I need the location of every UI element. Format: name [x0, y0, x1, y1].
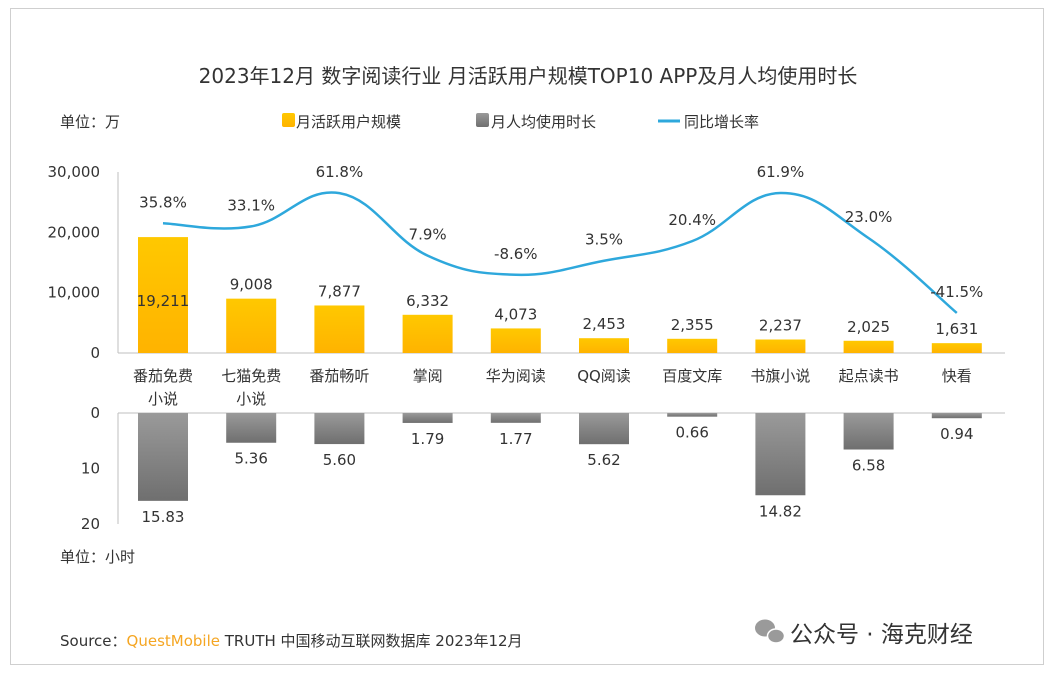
x-tick-label: 书旗小说 [750, 367, 810, 385]
bar-value-label-mau: 6,332 [406, 292, 449, 310]
bar-value-label-duration: 5.36 [234, 450, 267, 468]
bar-mau [314, 305, 365, 353]
growth-rate-label: 20.4% [668, 211, 716, 229]
unit-label-top: 单位：万 [60, 113, 120, 131]
bar-duration [667, 413, 718, 417]
y-tick-label-top: 30,000 [48, 163, 101, 181]
bar-value-label-duration: 15.83 [142, 508, 185, 526]
y-tick-label-bottom: 20 [81, 515, 100, 533]
source-brand: QuestMobile [127, 632, 220, 650]
y-tick-label-top: 20,000 [48, 223, 101, 241]
bar-value-label-mau: 7,877 [318, 282, 361, 300]
watermark-text: 公众号 · 海克财经 [790, 622, 973, 648]
x-tick-label: 番茄畅听 [309, 367, 369, 385]
bar-value-label-duration: 1.77 [499, 430, 532, 448]
legend-label-duration: 月人均使用时长 [491, 113, 596, 131]
legend: 月活跃用户规模 月人均使用时长 同比增长率 [282, 113, 759, 131]
x-tick-label: 快看 [942, 367, 972, 385]
bar-value-label-mau: 9,008 [230, 276, 273, 294]
x-tick-label: 百度文库 [662, 367, 722, 385]
bar-mau [755, 339, 806, 353]
unit-label-bottom: 单位：小时 [60, 548, 135, 566]
bar-mau [138, 237, 188, 353]
growth-rate-label: -41.5% [930, 283, 983, 301]
bar-value-label-duration: 14.82 [759, 502, 802, 520]
bar-value-label-duration: 0.94 [940, 425, 973, 443]
bar-value-label-duration: 5.62 [587, 451, 620, 469]
y-tick-label-top: 0 [90, 344, 100, 362]
bar-duration [402, 413, 453, 423]
source-prefix: Source： [60, 632, 127, 650]
source-note: Source：QuestMobile TRUTH 中国移动互联网数据库 2023… [60, 632, 523, 650]
x-tick-label: 华为阅读 [486, 367, 546, 385]
y-tick-label-top: 10,000 [48, 284, 101, 302]
bar-duration [314, 413, 365, 445]
bar-value-label-mau: 1,631 [935, 320, 978, 338]
bar-value-label-mau: 19,211 [137, 292, 190, 310]
growth-rate-label: 61.9% [757, 163, 805, 181]
wechat-icon [755, 619, 786, 644]
legend-label-growth: 同比增长率 [684, 113, 759, 131]
x-tick-label: 起点读书 [839, 367, 899, 385]
x-tick-label: 番茄免费小说 [133, 367, 193, 408]
bar-value-label-mau: 4,073 [494, 305, 537, 323]
legend-swatch-duration [476, 113, 489, 127]
bar-value-label-mau: 2,355 [671, 316, 714, 334]
growth-rate-label: 33.1% [227, 196, 275, 214]
growth-rate-label: 7.9% [409, 226, 447, 244]
bar-value-label-duration: 5.60 [323, 451, 356, 469]
bar-mau [490, 328, 541, 353]
legend-label-mau: 月活跃用户规模 [296, 113, 401, 131]
bar-mau [579, 338, 629, 353]
growth-rate-label: -8.6% [494, 245, 538, 263]
growth-rate-label: 61.8% [316, 163, 364, 181]
growth-rate-line [162, 191, 958, 314]
bar-duration [843, 413, 894, 450]
bar-mau [402, 314, 453, 353]
y-tick-label-bottom: 10 [81, 460, 100, 478]
bar-mau [931, 343, 982, 353]
x-tick-label: QQ阅读 [577, 367, 631, 385]
bar-value-label-duration: 6.58 [852, 457, 885, 475]
bar-mau [226, 298, 277, 353]
bar-mau [843, 340, 894, 353]
growth-rate-label: 23.0% [845, 208, 893, 226]
bar-value-label-mau: 2,237 [759, 317, 802, 335]
bar-value-label-mau: 2,025 [847, 318, 890, 336]
bar-value-label-mau: 2,453 [583, 315, 626, 333]
bar-value-label-duration: 1.79 [411, 430, 444, 448]
bar-value-label-duration: 0.66 [675, 424, 708, 442]
x-tick-label: 掌阅 [413, 367, 443, 385]
growth-rate-label: 3.5% [585, 231, 623, 249]
bar-duration [226, 413, 277, 443]
growth-rate-label: 35.8% [139, 193, 187, 211]
bar-duration [579, 413, 629, 445]
source-rest: TRUTH 中国移动互联网数据库 2023年12月 [220, 632, 523, 650]
bar-mau [667, 338, 718, 353]
chart-frame [10, 8, 1044, 665]
bar-duration [755, 413, 806, 496]
legend-swatch-mau [282, 113, 295, 127]
bar-duration [490, 413, 541, 423]
chart-title: 2023年12月 数字阅读行业 月活跃用户规模TOP10 APP及月人均使用时长 [199, 64, 858, 88]
bar-duration [138, 413, 188, 501]
y-tick-label-bottom: 0 [90, 404, 100, 422]
bar-duration [931, 413, 982, 419]
x-tick-label: 七猫免费小说 [221, 367, 281, 408]
